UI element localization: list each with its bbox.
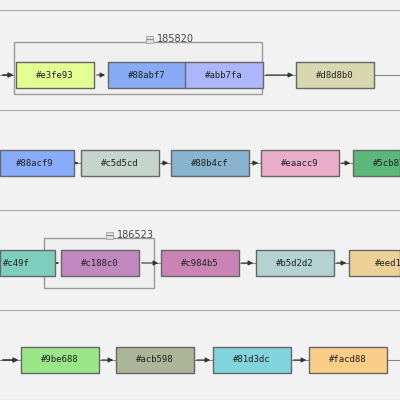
FancyBboxPatch shape (108, 62, 186, 88)
FancyBboxPatch shape (309, 347, 387, 373)
Text: #c984b5: #c984b5 (181, 258, 219, 268)
Text: #88abf7: #88abf7 (128, 70, 166, 80)
FancyBboxPatch shape (0, 150, 74, 176)
FancyBboxPatch shape (44, 238, 154, 288)
Text: #9be688: #9be688 (41, 356, 79, 364)
FancyBboxPatch shape (146, 36, 153, 42)
FancyBboxPatch shape (21, 347, 99, 373)
Text: #81d3dc: #81d3dc (233, 356, 271, 364)
Text: #b5d2d2: #b5d2d2 (276, 258, 314, 268)
Text: #88acf9: #88acf9 (16, 158, 54, 168)
Text: #e3fe93: #e3fe93 (36, 70, 74, 80)
Text: 185820: 185820 (157, 34, 194, 44)
FancyBboxPatch shape (161, 250, 239, 276)
FancyBboxPatch shape (353, 150, 400, 176)
Text: #eaacc9: #eaacc9 (281, 158, 319, 168)
FancyBboxPatch shape (14, 42, 262, 94)
FancyBboxPatch shape (61, 250, 139, 276)
Text: #c188c0: #c188c0 (81, 258, 119, 268)
Text: #facd88: #facd88 (329, 356, 367, 364)
FancyBboxPatch shape (81, 150, 159, 176)
FancyBboxPatch shape (213, 347, 291, 373)
FancyBboxPatch shape (185, 62, 263, 88)
FancyBboxPatch shape (256, 250, 334, 276)
FancyBboxPatch shape (0, 250, 55, 276)
FancyBboxPatch shape (16, 62, 94, 88)
FancyBboxPatch shape (171, 150, 249, 176)
Text: 186523: 186523 (117, 230, 154, 240)
FancyBboxPatch shape (261, 150, 339, 176)
Text: #d8d8b0: #d8d8b0 (316, 70, 354, 80)
FancyBboxPatch shape (116, 347, 194, 373)
Text: #abb7fa: #abb7fa (205, 70, 243, 80)
Text: #c5d5cd: #c5d5cd (101, 158, 139, 168)
Text: #acb598: #acb598 (136, 356, 174, 364)
FancyBboxPatch shape (349, 250, 400, 276)
Text: #5cb87a: #5cb87a (373, 158, 400, 168)
FancyBboxPatch shape (106, 232, 113, 238)
Text: #eed1: #eed1 (374, 258, 400, 268)
Text: #c49f: #c49f (2, 258, 30, 268)
FancyBboxPatch shape (296, 62, 374, 88)
Text: #88b4cf: #88b4cf (191, 158, 229, 168)
